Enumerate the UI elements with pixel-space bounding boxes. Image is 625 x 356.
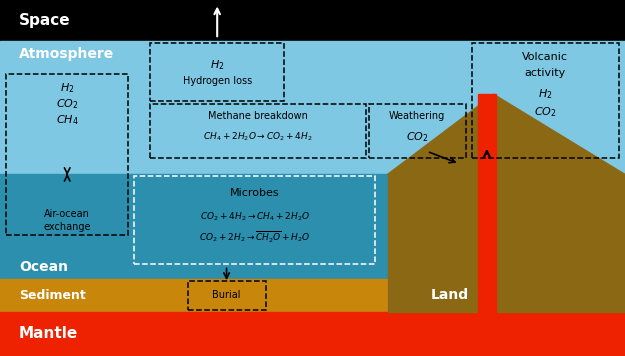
Text: Mantle: Mantle <box>19 326 78 341</box>
Text: Air-ocean: Air-ocean <box>44 209 90 219</box>
Bar <box>150 104 366 158</box>
Polygon shape <box>388 94 625 174</box>
Text: $CH_4$: $CH_4$ <box>56 113 79 127</box>
Text: Hydrogen loss: Hydrogen loss <box>182 76 252 86</box>
Text: activity: activity <box>525 68 566 78</box>
Bar <box>188 281 266 310</box>
Text: $CH_4 + 2H_2O \rightarrow CO_2 + 4H_2$: $CH_4 + 2H_2O \rightarrow CO_2 + 4H_2$ <box>203 131 312 143</box>
Bar <box>0 279 388 312</box>
Text: $H_2$: $H_2$ <box>538 88 552 101</box>
Text: $CO_2$: $CO_2$ <box>534 105 557 119</box>
Bar <box>0 0 625 41</box>
Bar <box>478 94 496 356</box>
Bar <box>150 43 284 101</box>
Text: Atmosphere: Atmosphere <box>19 47 114 61</box>
Text: Land: Land <box>431 288 469 303</box>
Text: Methane breakdown: Methane breakdown <box>208 111 308 121</box>
Text: Space: Space <box>19 13 71 28</box>
Text: Volcanic: Volcanic <box>522 52 568 62</box>
Text: Sediment: Sediment <box>19 289 86 302</box>
Bar <box>0 174 388 279</box>
Text: $CO_2 + 4H_2 \rightarrow CH_4 + 2H_2O$: $CO_2 + 4H_2 \rightarrow CH_4 + 2H_2O$ <box>199 210 310 223</box>
Text: Burial: Burial <box>213 290 241 300</box>
Bar <box>472 43 619 158</box>
Text: $H_2$: $H_2$ <box>60 81 74 95</box>
Bar <box>0 312 625 356</box>
Bar <box>134 176 375 264</box>
Bar <box>388 174 625 312</box>
Text: $CO_2$: $CO_2$ <box>406 130 429 144</box>
Bar <box>0 41 625 174</box>
Text: Weathering: Weathering <box>389 111 445 121</box>
Text: Ocean: Ocean <box>19 260 68 274</box>
Bar <box>6 74 128 235</box>
Text: $H_2$: $H_2$ <box>210 58 224 72</box>
Text: $CO_2 + 2H_2 \rightarrow \overline{CH_2O} + H_2O$: $CO_2 + 2H_2 \rightarrow \overline{CH_2O… <box>199 230 311 245</box>
Bar <box>369 104 466 158</box>
Text: exchange: exchange <box>44 222 91 232</box>
Text: Microbes: Microbes <box>230 188 279 198</box>
Text: $CO_2$: $CO_2$ <box>56 97 79 111</box>
